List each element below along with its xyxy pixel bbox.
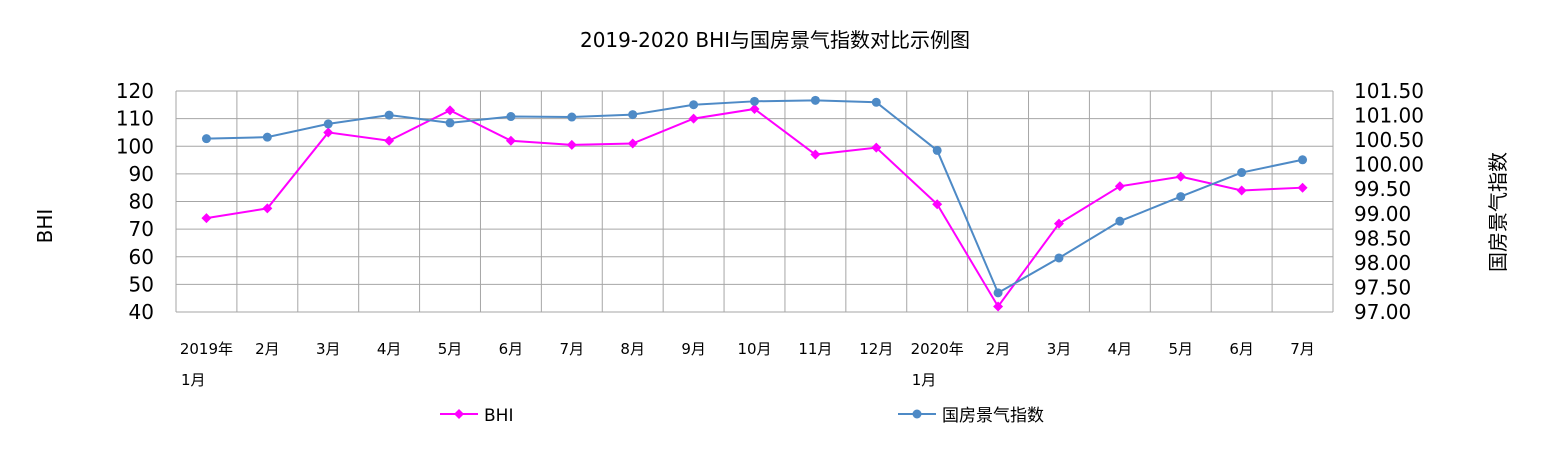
data-point	[505, 135, 516, 146]
left-tick-label: 120	[116, 79, 154, 103]
x-tick-label: 1月	[181, 371, 206, 389]
data-point	[262, 203, 273, 214]
right-tick-label: 99.50	[1354, 177, 1411, 201]
right-axis-ticks: 97.0097.5098.0098.5099.0099.50100.00100.…	[1354, 79, 1424, 324]
grid	[175, 90, 1334, 313]
x-tick-label: 2020年	[911, 340, 964, 358]
data-point	[262, 132, 272, 142]
data-point	[1175, 171, 1186, 182]
data-point	[932, 199, 943, 210]
data-point	[627, 138, 638, 149]
chart-title: 2019-2020 BHI与国房景气指数对比示例图	[580, 28, 970, 52]
right-tick-label: 98.00	[1354, 251, 1411, 275]
x-tick-label: 12月	[859, 340, 893, 358]
left-tick-label: 40	[129, 300, 154, 324]
right-tick-label: 98.50	[1354, 226, 1411, 250]
series-line	[206, 107, 1303, 309]
data-point	[384, 135, 395, 146]
x-tick-label: 6月	[1229, 340, 1254, 358]
data-point	[810, 149, 821, 160]
data-point	[201, 134, 211, 144]
right-tick-label: 97.00	[1354, 300, 1411, 324]
left-tick-label: 110	[116, 107, 154, 131]
legend-marker	[454, 409, 464, 419]
x-tick-label: 7月	[560, 340, 585, 358]
left-tick-label: 70	[129, 217, 154, 241]
data-point	[1115, 216, 1125, 226]
right-tick-label: 97.50	[1354, 275, 1411, 299]
x-tick-label: 2019年	[180, 340, 233, 358]
right-tick-label: 101.50	[1354, 79, 1424, 103]
data-point	[384, 110, 394, 120]
left-tick-label: 90	[129, 162, 154, 186]
x-tick-label: 8月	[620, 340, 645, 358]
left-axis-ticks: 40 50 60 70 80 90 100 110 120	[116, 79, 154, 324]
data-point	[810, 95, 820, 105]
series-line	[206, 99, 1303, 295]
right-tick-label: 100.50	[1354, 128, 1424, 152]
x-tick-label: 10月	[737, 340, 771, 358]
x-tick-label: 6月	[499, 340, 524, 358]
data-point	[1114, 181, 1125, 192]
data-point	[871, 142, 882, 153]
x-axis-ticks: 2019年 1月 2月 3月 4月 5月 6月 7月 8月 9月 10月 11月 12月 2020年 1月 2…	[180, 340, 1315, 389]
right-tick-label: 99.00	[1354, 202, 1411, 226]
x-tick-label: 1月	[912, 371, 937, 389]
data-point	[932, 145, 942, 155]
left-axis-title: BHI	[33, 209, 57, 244]
x-tick-label: 3月	[1047, 340, 1072, 358]
data-point	[993, 288, 1003, 298]
x-tick-label: 4月	[1108, 340, 1133, 358]
data-point	[628, 110, 638, 120]
x-tick-label: 3月	[316, 340, 341, 358]
data-point	[688, 113, 699, 124]
x-tick-label: 2月	[255, 340, 280, 358]
right-tick-label: 101.00	[1354, 104, 1424, 128]
data-point	[1053, 218, 1064, 229]
right-axis-title: 国房景气指数	[1486, 152, 1510, 272]
data-point	[749, 103, 760, 114]
data-point	[445, 118, 455, 128]
left-tick-label: 100	[116, 134, 154, 158]
data-point	[993, 301, 1004, 312]
data-point	[1054, 253, 1064, 263]
data-point	[566, 139, 577, 150]
data-point	[1176, 192, 1186, 202]
legend-label: BHI	[484, 406, 513, 426]
data-point	[1237, 168, 1247, 178]
data-point	[323, 119, 333, 129]
data-point	[750, 96, 759, 106]
x-tick-label: 9月	[681, 340, 706, 358]
data-point	[1236, 185, 1247, 196]
x-tick-label: 11月	[798, 340, 832, 358]
data-point	[201, 213, 212, 224]
x-tick-label: 5月	[438, 340, 463, 358]
x-tick-label: 5月	[1168, 340, 1193, 358]
data-point	[445, 105, 456, 116]
x-tick-label: 4月	[377, 340, 402, 358]
left-tick-label: 60	[129, 245, 154, 269]
data-point	[1298, 155, 1308, 165]
data-point	[506, 112, 516, 122]
x-tick-label: 2月	[986, 340, 1011, 358]
legend-marker	[912, 409, 922, 419]
data-point	[689, 100, 699, 110]
left-tick-label: 50	[129, 272, 154, 296]
x-tick-label: 7月	[1290, 340, 1315, 358]
data-point	[871, 97, 881, 107]
data-point	[567, 112, 577, 122]
legend-label: 国房景气指数	[942, 406, 1044, 426]
series-layer	[201, 95, 1308, 312]
right-tick-label: 100.00	[1354, 153, 1424, 177]
data-point	[1297, 182, 1308, 193]
legend: BHI 国房景气指数	[440, 406, 1044, 426]
left-tick-label: 80	[129, 190, 154, 214]
data-point	[323, 127, 334, 138]
